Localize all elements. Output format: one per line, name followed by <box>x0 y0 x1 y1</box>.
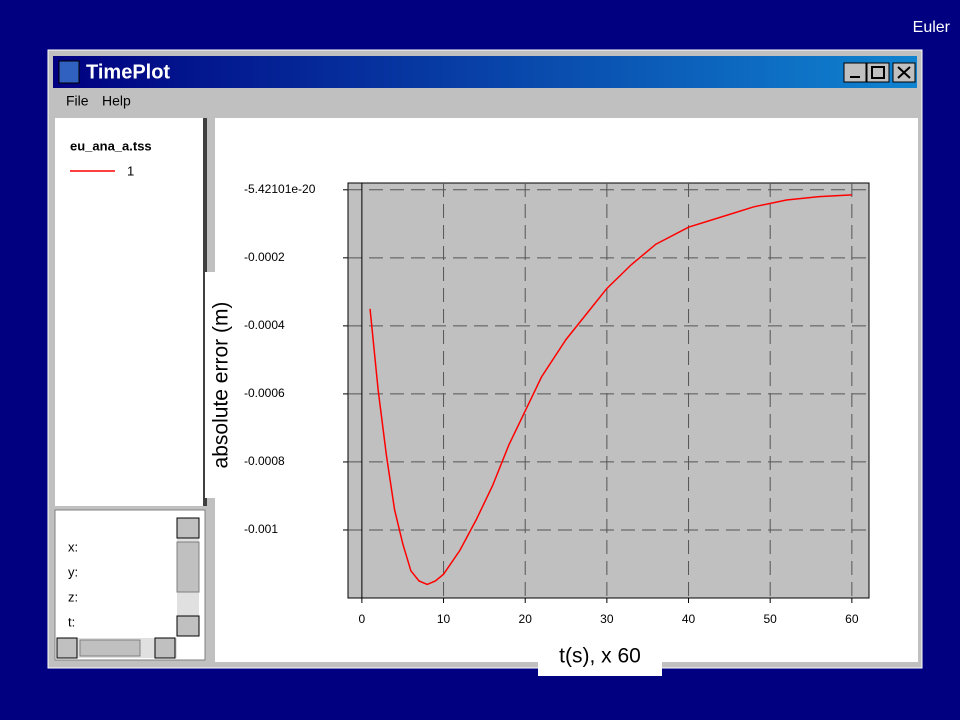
x-axis-label: t(s), x 60 <box>559 645 641 668</box>
legend-panel <box>55 118 205 506</box>
menu-item[interactable]: Help <box>102 93 131 109</box>
y-tick-label: -0.0004 <box>244 318 285 332</box>
minimize[interactable] <box>843 62 867 83</box>
x-tick-label: 40 <box>682 612 696 626</box>
y-tick-label: -0.0002 <box>244 250 285 264</box>
scroll-down[interactable] <box>176 615 200 637</box>
coord-label: z: <box>68 589 78 604</box>
y-tick-label: -0.001 <box>244 522 278 536</box>
coord-label: t: <box>68 614 75 629</box>
x-tick-label: 60 <box>845 612 859 626</box>
y-axis-label: absolute error (m) <box>210 302 233 469</box>
legend-label: 1 <box>127 163 134 178</box>
close-glyph <box>897 66 911 79</box>
data-line <box>369 194 852 586</box>
maximize[interactable] <box>866 62 890 83</box>
scroll-right[interactable] <box>154 637 176 659</box>
scroll-left[interactable] <box>56 637 78 659</box>
x-label-bg <box>538 640 662 676</box>
window-title: TimePlot <box>86 61 170 83</box>
scroll-thumb[interactable] <box>176 541 200 593</box>
window-buttons[interactable] <box>843 62 916 83</box>
legend-file: eu_ana_a.tss <box>70 138 152 153</box>
x-tick-label: 0 <box>359 612 366 626</box>
corner-label: Euler <box>913 19 951 36</box>
plot-area <box>347 182 870 599</box>
menu-item[interactable]: File <box>66 93 89 109</box>
y-tick-label: -5.42101e-20 <box>244 182 316 196</box>
scroll-up[interactable] <box>176 517 200 539</box>
maximize-glyph <box>871 66 885 79</box>
x-tick-label: 50 <box>764 612 778 626</box>
y-tick-label: -0.0006 <box>244 386 285 400</box>
x-tick-label: 10 <box>437 612 451 626</box>
app-icon <box>58 60 80 84</box>
coord-label: x: <box>68 539 78 554</box>
coord-label: y: <box>68 564 78 579</box>
y-label-bg <box>205 272 239 498</box>
y-tick-label: -0.0008 <box>244 454 285 468</box>
x-tick-label: 30 <box>600 612 614 626</box>
x-tick-label: 20 <box>519 612 533 626</box>
title-bar <box>53 56 917 88</box>
scroll-thumb[interactable] <box>79 639 141 657</box>
